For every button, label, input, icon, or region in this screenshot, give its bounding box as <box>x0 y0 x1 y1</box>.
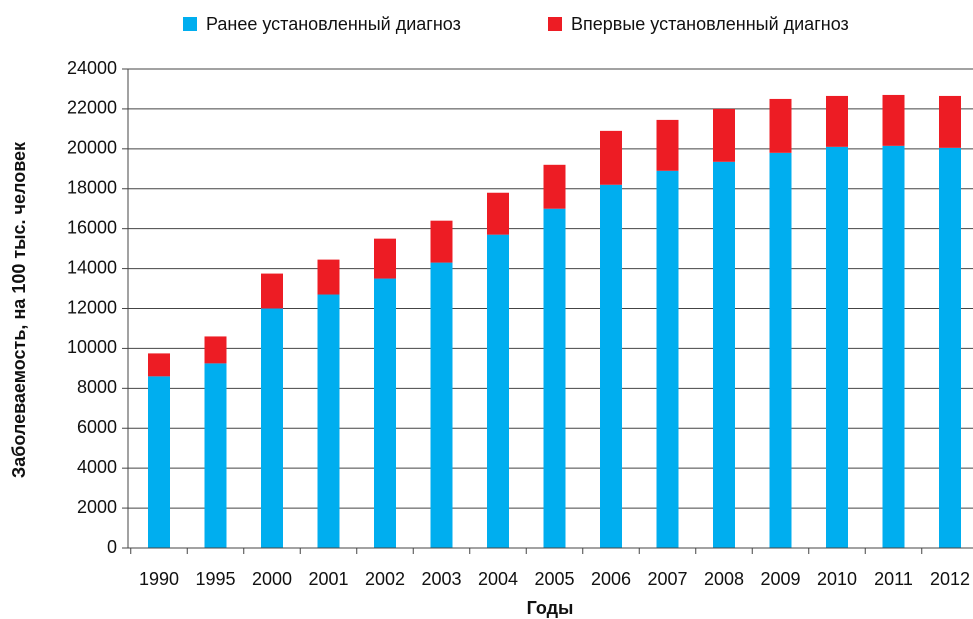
bar-segment <box>148 376 170 548</box>
x-tick-label: 2005 <box>534 569 574 589</box>
x-tick-label: 2012 <box>930 569 970 589</box>
bar-segment <box>713 108 735 162</box>
legend-swatch <box>548 17 562 31</box>
bar-segment <box>713 161 735 548</box>
x-tick-label: 2011 <box>874 569 913 589</box>
bar-segment <box>769 98 792 153</box>
x-axis-title: Годы <box>527 598 574 618</box>
x-tick-label: 2002 <box>365 569 405 589</box>
bar-segment <box>769 152 792 548</box>
bar-segment <box>939 95 961 148</box>
bar-segment <box>543 164 566 209</box>
y-tick-label: 24000 <box>67 58 117 78</box>
bar-segment <box>374 278 396 548</box>
bar-segment <box>882 145 905 548</box>
y-tick-label: 0 <box>107 537 117 557</box>
y-tick-label: 20000 <box>67 138 117 158</box>
y-tick-label: 4000 <box>77 457 117 477</box>
bar-segment <box>317 294 340 548</box>
x-tick-label: 2004 <box>478 569 518 589</box>
x-tick-label: 2006 <box>591 569 631 589</box>
bar-segment <box>148 353 170 377</box>
bar-segment <box>204 336 227 364</box>
bar-segment <box>261 273 283 309</box>
bar-segment <box>656 119 679 171</box>
x-tick-label: 2009 <box>760 569 800 589</box>
legend-label: Ранее установленный диагноз <box>206 14 461 34</box>
bar-segment <box>261 308 283 548</box>
bar-segment <box>543 208 566 549</box>
y-tick-label: 22000 <box>67 98 117 118</box>
x-tick-label: 2007 <box>647 569 687 589</box>
x-tick-label: 2000 <box>252 569 292 589</box>
bar-segment <box>600 184 622 548</box>
bar-segment <box>600 130 622 185</box>
x-tick-label: 2001 <box>308 569 348 589</box>
y-tick-label: 16000 <box>67 217 117 237</box>
bar-segment <box>487 234 509 548</box>
y-axis-title: Заболеваемость, на 100 тыс. человек <box>9 141 29 478</box>
bar-segment <box>939 147 961 548</box>
bar-segment <box>882 94 905 146</box>
x-tick-label: 1995 <box>195 569 235 589</box>
y-tick-label: 10000 <box>67 337 117 357</box>
bar-segment <box>204 363 227 548</box>
y-tick-label: 2000 <box>77 497 117 517</box>
x-tick-label: 2008 <box>704 569 744 589</box>
bar-segment <box>317 259 340 295</box>
y-tick-label: 18000 <box>67 178 117 198</box>
legend-label: Впервые установленный диагноз <box>571 14 849 34</box>
bar-segment <box>374 238 396 279</box>
x-tick-label: 2003 <box>421 569 461 589</box>
y-tick-label: 8000 <box>77 377 117 397</box>
x-tick-label: 2010 <box>817 569 857 589</box>
y-tick-label: 12000 <box>67 297 117 317</box>
y-tick-label: 14000 <box>67 257 117 277</box>
bar-segment <box>430 262 453 548</box>
bar-segment <box>826 146 848 548</box>
bar-segment <box>487 192 509 235</box>
bar-segment <box>430 220 453 263</box>
legend-swatch <box>183 17 197 31</box>
x-tick-label: 1990 <box>139 569 179 589</box>
y-tick-label: 6000 <box>77 417 117 437</box>
bar-segment <box>656 170 679 548</box>
bar-segment <box>826 95 848 147</box>
